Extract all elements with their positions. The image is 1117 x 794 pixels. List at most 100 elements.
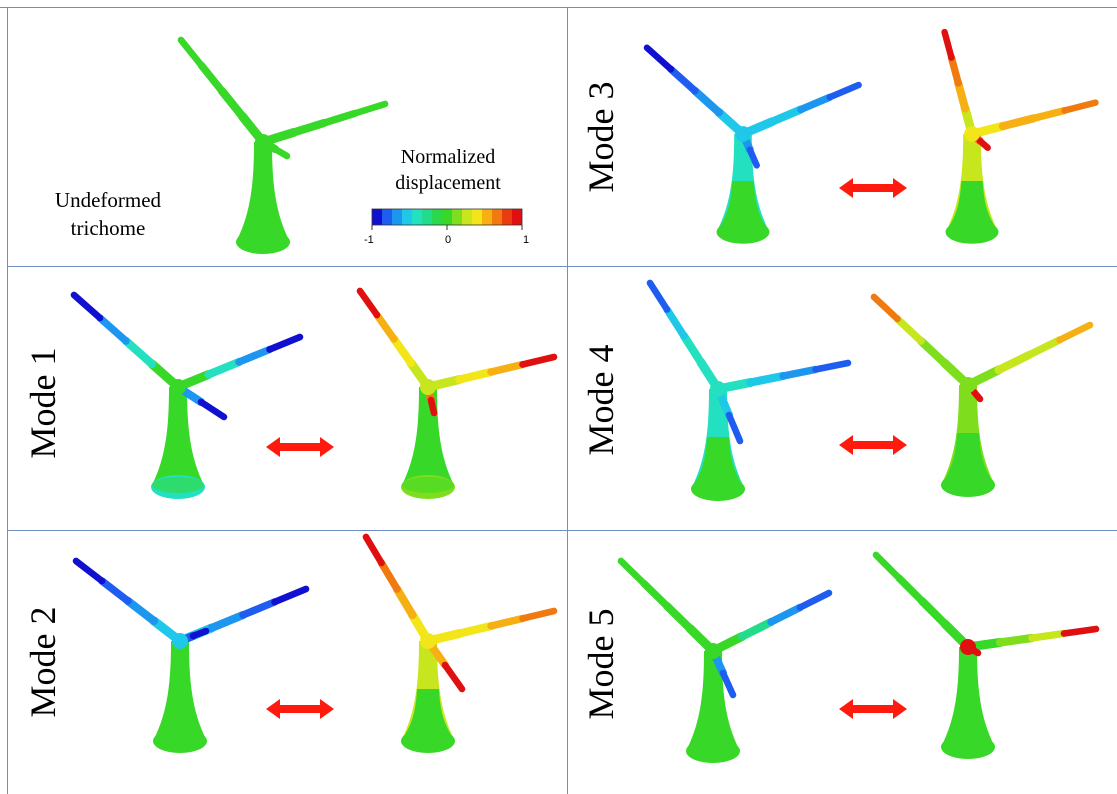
trichome-arm-right [796, 589, 833, 611]
colorbar-swatch [382, 209, 392, 225]
trichome-arm-left [640, 579, 671, 610]
trichome-base-rim [942, 737, 994, 753]
trichome-arm-left [392, 584, 417, 620]
mode5-shapes [617, 551, 1100, 763]
panel-mode3: Mode 3 [568, 8, 1117, 266]
trichome-arm-left [217, 86, 247, 121]
trichome-arm-right [266, 333, 304, 353]
colorbar-swatch [422, 209, 432, 225]
trichome-arm-right [1025, 336, 1064, 359]
trichome [643, 44, 862, 244]
trichome-stem-lower [154, 689, 206, 739]
colorbar-swatch [432, 209, 442, 225]
trichome-arm-left [690, 86, 724, 117]
trichome-arm-left [356, 287, 381, 319]
trichome-base-rim [946, 222, 998, 238]
grid-border-left [7, 7, 8, 794]
trichome-stem-lower [942, 433, 994, 483]
trichome-base-rim [237, 232, 289, 248]
trichome-junction [420, 379, 436, 395]
trichome-arm-left [197, 61, 226, 95]
trichome-arm-left [98, 577, 132, 605]
trichome-arm-left [663, 305, 688, 340]
trichome-arm-left [123, 596, 159, 626]
colorbar-title-line2: displacement [395, 172, 501, 194]
double-arrow-shape [266, 437, 334, 457]
trichome-arm-short [719, 669, 737, 699]
trichome-arm-right [767, 603, 804, 626]
trichome-arm-left [121, 336, 157, 369]
trichome-arm-short [746, 146, 760, 169]
trichome-stem-lower [152, 435, 204, 485]
trichome [872, 551, 1100, 759]
double-arrow-shape [839, 178, 907, 198]
trichome-arm-right [826, 81, 862, 101]
colorbar-swatch [402, 209, 412, 225]
trichome-arm-left [917, 596, 950, 629]
double-arrow-icon [839, 178, 907, 198]
trichome-base-rim [942, 475, 994, 491]
double-arrow-icon [839, 699, 907, 719]
trichome-arm-short [271, 145, 291, 160]
double-arrow-icon [266, 699, 334, 719]
colorbar-tick-mid: 0 [445, 234, 452, 246]
colorbar [371, 208, 523, 230]
trichome-stem-lower [687, 699, 739, 749]
trichome-stem-lower [237, 190, 289, 240]
trichome-arm-right [455, 367, 496, 384]
trichome-stem-lower [402, 435, 454, 485]
double-arrow-shape [839, 435, 907, 455]
colorbar-swatch [412, 209, 422, 225]
colorbar-swatch [482, 209, 492, 225]
trichome-arm-left [177, 36, 205, 69]
trichome [870, 293, 1094, 497]
trichome-base-rim [154, 731, 206, 747]
trichome-stem-lower [946, 181, 998, 231]
trichome [362, 533, 558, 753]
trichome [177, 36, 389, 254]
colorbar-swatch [472, 209, 482, 225]
trichome-arm-left [70, 291, 104, 322]
trichome-arm-left [916, 336, 949, 368]
trichome-arm-right [995, 633, 1037, 647]
trichome [941, 28, 1099, 244]
undeformed-caption-line1: Undeformed [54, 188, 162, 212]
panel-undeformed: Undeformed trichome Normalized displacem… [8, 8, 567, 266]
double-arrow-icon [266, 437, 334, 457]
trichome-arm-left [667, 65, 699, 95]
trichome-arm-right [351, 100, 389, 117]
colorbar-title-line1: Normalized [400, 146, 496, 168]
grid-divider-row1 [7, 266, 1117, 267]
trichome-arm-short [441, 661, 466, 693]
grid-divider-row2 [7, 530, 1117, 531]
trichome-arm-right [746, 371, 788, 387]
colorbar-tick-max: 1 [523, 234, 530, 246]
undeformed-trichome [177, 36, 389, 254]
trichome-arm-right [1056, 321, 1094, 344]
trichome-junction [960, 639, 976, 655]
trichome-stem-lower [692, 437, 744, 487]
panel-mode2: Mode 2 [8, 531, 567, 794]
trichome-arm-left [662, 601, 695, 633]
grid-divider-vertical [567, 7, 568, 794]
trichome-arm-left [872, 551, 903, 582]
trichome [617, 557, 833, 763]
trichome-stem-lower [402, 689, 454, 739]
panel-mode1: Mode 1 [8, 267, 567, 530]
trichome-junction [170, 379, 186, 395]
trichome-arm-short [189, 627, 210, 640]
panel-mode5: Mode 5 [568, 531, 1117, 794]
trichome-arm-left [362, 533, 385, 567]
trichome-arm-short [427, 396, 438, 417]
trichome-arm-left [954, 79, 970, 113]
mode4-shapes [646, 279, 1094, 501]
trichome-arm-right [1060, 625, 1100, 637]
panel-mode4: Mode 4 [568, 267, 1117, 530]
trichome-arm-right [994, 350, 1034, 375]
trichome-arm-left [389, 334, 416, 368]
trichome-arm-left [72, 557, 106, 585]
trichome-junction [172, 633, 188, 649]
trichome-junction [255, 134, 271, 150]
colorbar-swatch [462, 209, 472, 225]
trichome-base-rim [402, 731, 454, 747]
